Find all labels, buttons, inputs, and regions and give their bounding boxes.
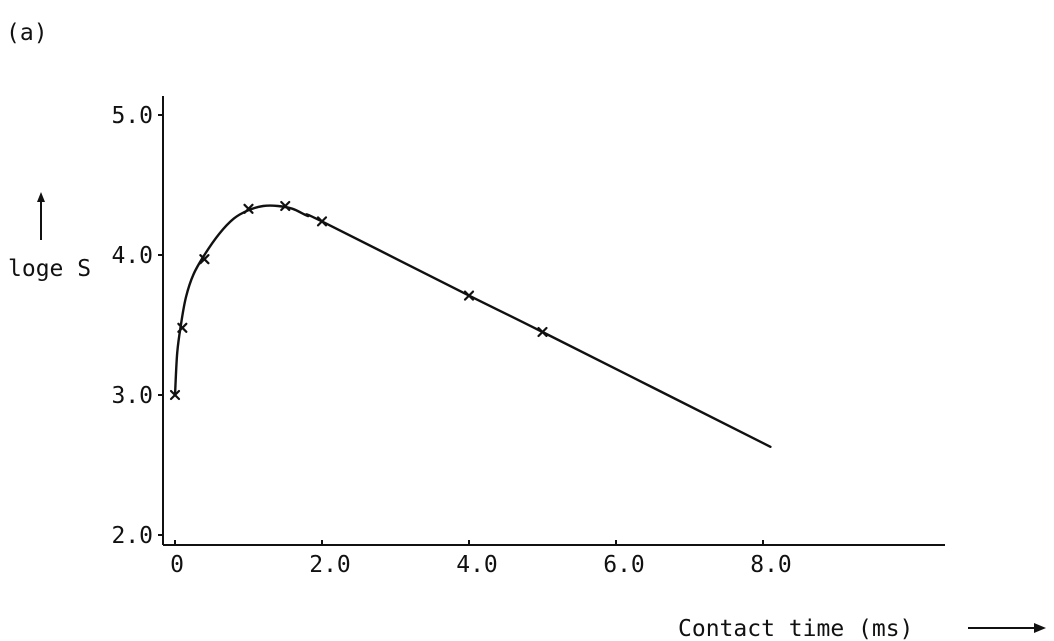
x-tick-label: 2.0: [309, 552, 351, 578]
x-tick-label: 8.0: [750, 552, 792, 578]
y-tick-label: 2.0: [111, 523, 153, 549]
fitted-curve: [173, 204, 772, 448]
data-point: [316, 216, 328, 227]
x-tick-label: 0: [170, 552, 184, 578]
y-tick-label: 4.0: [111, 243, 153, 269]
data-point: [177, 322, 188, 333]
y-tick-label: 3.0: [111, 383, 153, 409]
y-tick-label: 5.0: [111, 103, 153, 129]
y-axis-label-group: loge S: [8, 192, 91, 282]
y-tick-labels: 2.0 3.0 4.0 5.0: [111, 103, 163, 549]
y-axis-arrow-icon: [37, 192, 45, 202]
x-tick-label: 6.0: [603, 552, 645, 578]
data-point: [280, 200, 291, 212]
x-tick-label: 4.0: [456, 552, 498, 578]
data-point: [169, 389, 181, 401]
x-axis-label: Contact time (ms): [678, 616, 913, 641]
x-axis-label-group: Contact time (ms): [678, 616, 1046, 641]
panel-label: (a): [6, 20, 48, 46]
data-point: [199, 254, 210, 265]
data-point: [537, 326, 548, 338]
x-tick-labels: 0 2.0 4.0 6.0 8.0: [170, 540, 792, 578]
data-point: [243, 203, 254, 214]
y-axis-label: loge S: [8, 256, 91, 282]
data-points: [169, 200, 548, 401]
axes: [162, 96, 945, 546]
data-point: [463, 290, 475, 301]
x-axis-arrow-icon: [1034, 623, 1046, 633]
